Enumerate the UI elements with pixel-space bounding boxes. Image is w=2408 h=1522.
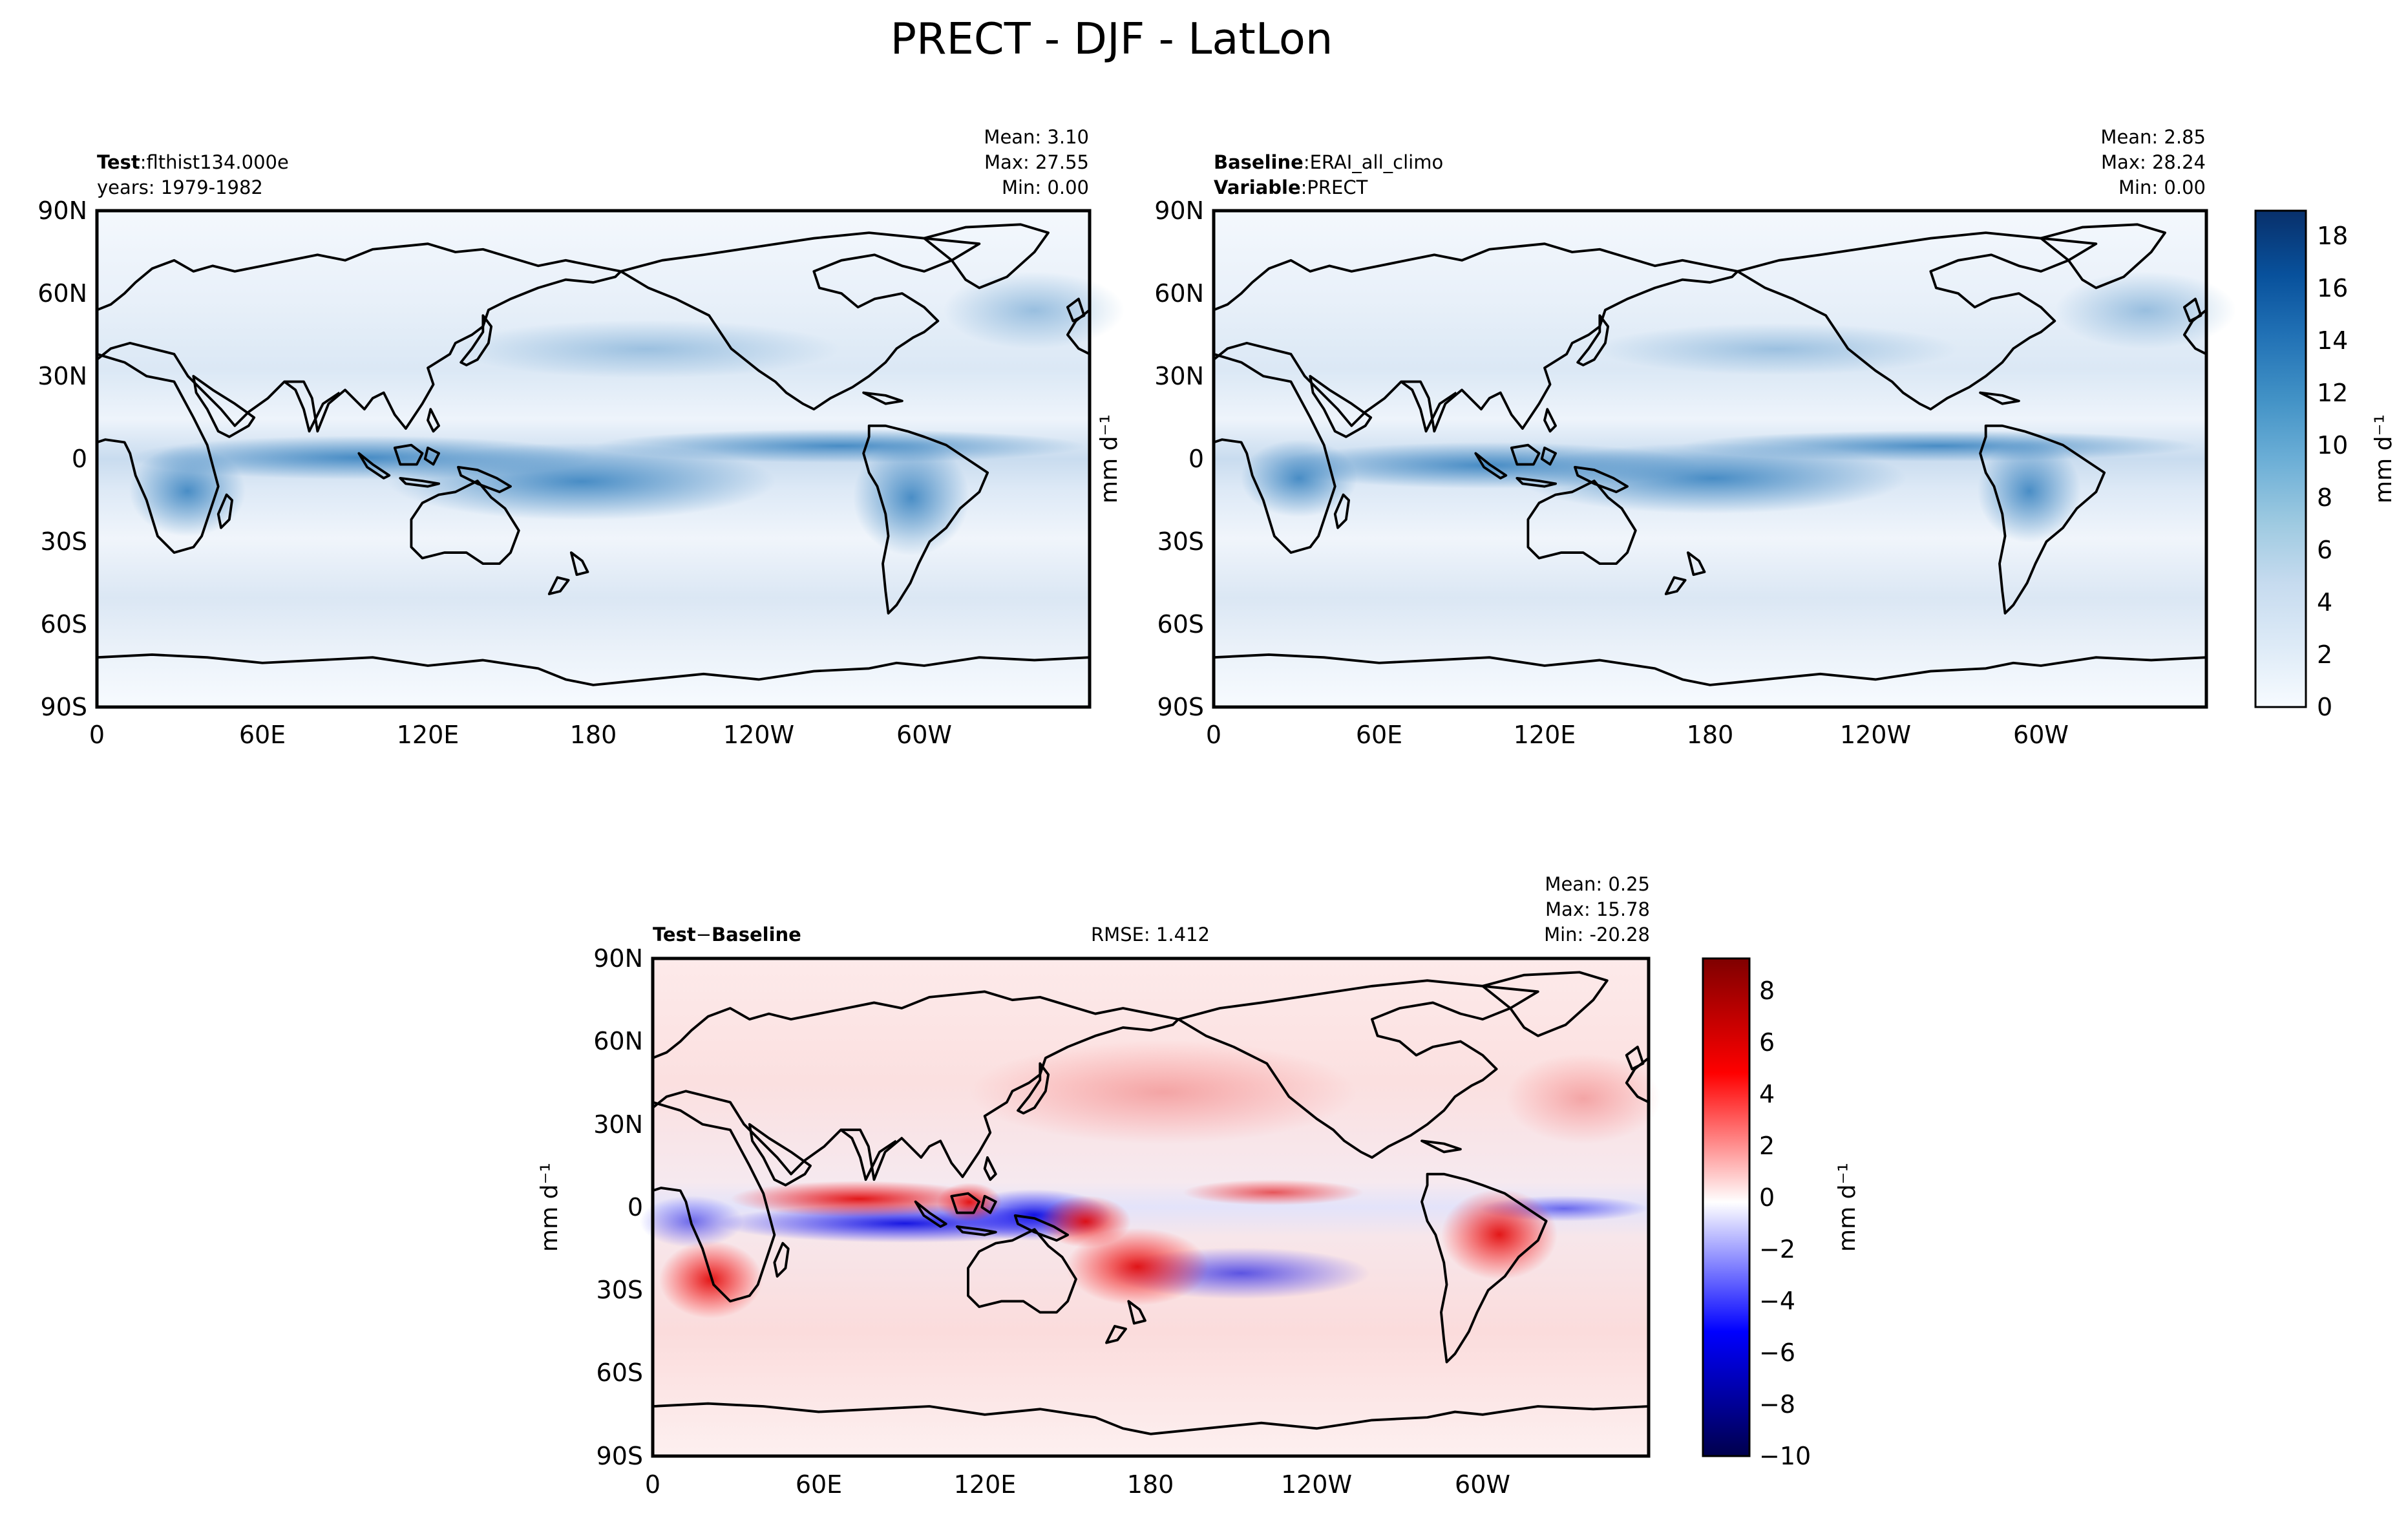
baseline-lon-ticks: 0 60E 120E 180 120W 60W (1206, 721, 2069, 749)
svg-text:2: 2 (1759, 1132, 1775, 1160)
svg-text:−8: −8 (1759, 1390, 1795, 1419)
difference-lat-ticks: 90N 60N 30N 0 30S 60S 90S (593, 944, 643, 1470)
difference-label: Test−Baseline (653, 924, 801, 946)
svg-text:60E: 60E (796, 1470, 842, 1499)
figure-title: PRECT - DJF - LatLon (891, 14, 1333, 64)
svg-text:0: 0 (1206, 721, 1221, 749)
svg-text:8: 8 (2317, 483, 2332, 512)
svg-text:30S: 30S (41, 527, 87, 556)
difference-colorbar-ticks: −10 −8 −6 −4 −2 0 2 4 6 8 (1759, 977, 1811, 1470)
baseline-max: Max: 28.24 (2101, 151, 2206, 173)
baseline-variable: Variable:PRECT (1214, 176, 1368, 198)
difference-min: Min: -20.28 (1544, 924, 1650, 946)
svg-text:6: 6 (1759, 1028, 1775, 1057)
svg-text:0: 0 (1188, 445, 1204, 473)
svg-text:30N: 30N (37, 362, 87, 390)
svg-text:60E: 60E (1356, 721, 1402, 749)
svg-text:60S: 60S (597, 1358, 643, 1387)
svg-text:120E: 120E (397, 721, 459, 749)
svg-text:−6: −6 (1759, 1338, 1795, 1367)
svg-text:120W: 120W (723, 721, 794, 749)
svg-text:10: 10 (2317, 431, 2348, 460)
svg-text:60W: 60W (2013, 721, 2069, 749)
svg-text:90S: 90S (41, 693, 87, 721)
svg-text:120W: 120W (1840, 721, 1911, 749)
baseline-mean: Mean: 2.85 (2100, 126, 2206, 148)
svg-text:90N: 90N (593, 944, 643, 973)
svg-text:60E: 60E (239, 721, 286, 749)
svg-text:60N: 60N (593, 1027, 643, 1055)
svg-text:12: 12 (2317, 379, 2348, 407)
svg-text:90N: 90N (37, 196, 87, 225)
svg-text:8: 8 (1759, 977, 1775, 1005)
svg-text:90S: 90S (1157, 693, 1204, 721)
baseline-label: Baseline:ERAI_all_climo (1214, 151, 1443, 173)
svg-text:0: 0 (645, 1470, 660, 1499)
difference-colorbar: −10 −8 −6 −4 −2 0 2 4 6 8 mm d⁻¹ (1702, 957, 1861, 1470)
rmse-label: RMSE: 1.412 (1091, 924, 1210, 946)
top-ylabel: mm d⁻¹ (1096, 414, 1123, 503)
svg-text:4: 4 (1759, 1080, 1775, 1108)
svg-text:0: 0 (89, 721, 105, 749)
svg-text:4: 4 (2317, 588, 2332, 617)
difference-ylabel: mm d⁻¹ (536, 1163, 563, 1252)
baseline-lat-ticks: 90N 60N 30N 0 30S 60S 90S (1154, 196, 1204, 721)
svg-text:−4: −4 (1759, 1287, 1795, 1315)
svg-text:120W: 120W (1281, 1470, 1352, 1499)
test-panel: Test:flthist134.000e years: 1979-1982 Me… (37, 126, 1125, 749)
svg-text:60W: 60W (896, 721, 952, 749)
difference-panel: Test−Baseline RMSE: 1.412 Mean: 0.25 Max… (536, 873, 1661, 1499)
svg-text:0: 0 (72, 445, 87, 473)
svg-text:90S: 90S (597, 1442, 643, 1470)
svg-text:14: 14 (2317, 326, 2348, 355)
difference-mean: Mean: 0.25 (1545, 873, 1650, 895)
svg-text:16: 16 (2317, 274, 2348, 302)
svg-text:90N: 90N (1154, 196, 1204, 225)
svg-text:60W: 60W (1455, 1470, 1510, 1499)
baseline-panel: Baseline:ERAI_all_climo Variable:PRECT M… (1154, 126, 2236, 749)
difference-max: Max: 15.78 (1545, 898, 1650, 920)
test-min: Min: 0.00 (1002, 176, 1089, 198)
svg-text:60N: 60N (1154, 279, 1204, 308)
svg-text:6: 6 (2317, 536, 2332, 564)
baseline-min: Min: 0.00 (2118, 176, 2206, 198)
test-lat-ticks: 90N 60N 30N 0 30S 60S 90S (37, 196, 87, 721)
svg-text:180: 180 (1127, 1470, 1174, 1499)
test-label: Test:flthist134.000e (97, 151, 289, 173)
test-lon-ticks: 0 60E 120E 180 120W 60W (89, 721, 952, 749)
test-years: years: 1979-1982 (97, 176, 263, 198)
test-max: Max: 27.55 (984, 151, 1089, 173)
svg-text:30N: 30N (593, 1110, 643, 1139)
precip-colorbar-ticks: 0 2 4 6 8 10 12 14 16 18 (2317, 222, 2348, 721)
svg-text:180: 180 (570, 721, 617, 749)
svg-text:120E: 120E (954, 1470, 1017, 1499)
svg-text:0: 0 (2317, 693, 2332, 721)
svg-text:180: 180 (1687, 721, 1734, 749)
svg-text:−10: −10 (1759, 1442, 1811, 1470)
svg-text:60S: 60S (41, 610, 87, 639)
svg-text:60N: 60N (37, 279, 87, 308)
svg-text:30S: 30S (1157, 527, 1204, 556)
svg-text:0: 0 (1759, 1183, 1775, 1212)
test-mean: Mean: 3.10 (984, 126, 1089, 148)
precip-colorbar-label: mm d⁻¹ (2371, 414, 2397, 503)
difference-lon-ticks: 0 60E 120E 180 120W 60W (645, 1470, 1510, 1499)
svg-text:−2: −2 (1759, 1235, 1795, 1263)
svg-text:30S: 30S (597, 1276, 643, 1304)
precip-colorbar: 0 2 4 6 8 10 12 14 16 18 mm d⁻¹ (2254, 209, 2397, 721)
difference-colorbar-label: mm d⁻¹ (1834, 1163, 1861, 1252)
svg-text:30N: 30N (1154, 362, 1204, 390)
svg-text:60S: 60S (1157, 610, 1204, 639)
baseline-map (1212, 209, 2236, 709)
svg-text:2: 2 (2317, 640, 2332, 669)
svg-text:120E: 120E (1514, 721, 1576, 749)
svg-text:0: 0 (628, 1193, 643, 1221)
difference-map (640, 957, 1661, 1458)
svg-text:18: 18 (2317, 222, 2348, 250)
test-map (95, 209, 1125, 709)
